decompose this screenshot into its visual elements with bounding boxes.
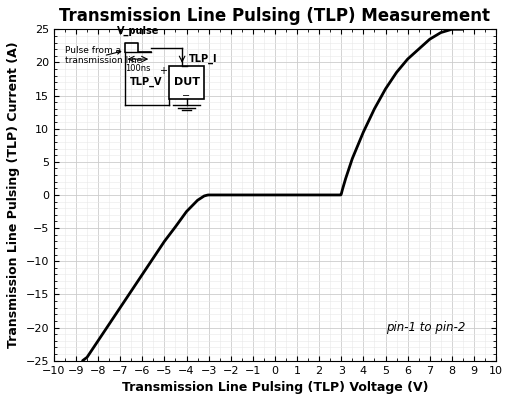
Y-axis label: Transmission Line Pulsing (TLP) Current (A): Transmission Line Pulsing (TLP) Current … (7, 42, 20, 348)
Text: V_pulse: V_pulse (117, 26, 159, 36)
Text: Pulse from a
transmission line: Pulse from a transmission line (65, 46, 142, 65)
Text: 100ns: 100ns (125, 64, 150, 73)
Text: TLP_I: TLP_I (188, 54, 217, 64)
X-axis label: Transmission Line Pulsing (TLP) Voltage (V): Transmission Line Pulsing (TLP) Voltage … (122, 381, 428, 394)
Text: DUT: DUT (173, 77, 199, 87)
Text: TLP_V: TLP_V (129, 77, 162, 87)
Bar (168, 66, 204, 99)
Text: −: − (182, 91, 190, 101)
Title: Transmission Line Pulsing (TLP) Measurement: Transmission Line Pulsing (TLP) Measurem… (60, 7, 490, 25)
Text: +: + (158, 66, 166, 76)
Text: pin-1 to pin-2: pin-1 to pin-2 (385, 321, 464, 334)
